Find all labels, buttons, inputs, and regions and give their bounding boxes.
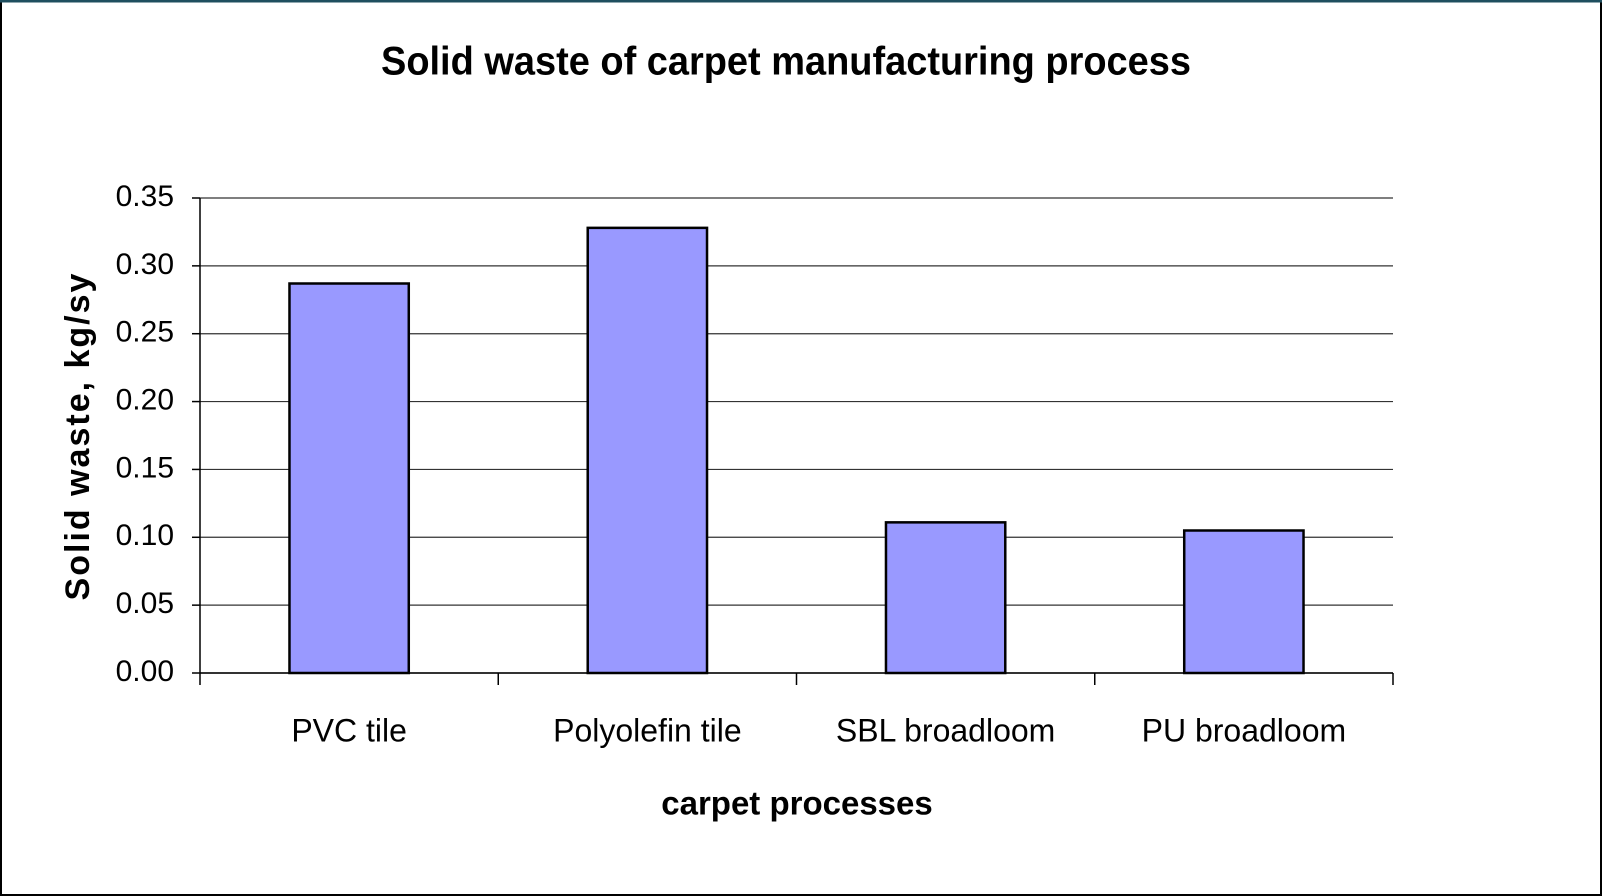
y-tick-label: 0.05 — [116, 587, 174, 620]
y-tick-label: 0.30 — [116, 248, 174, 281]
x-tick-label: PVC tile — [291, 712, 407, 748]
y-tick-label: 0.00 — [116, 655, 174, 688]
bar — [586, 226, 709, 675]
x-tick-label: SBL broadloom — [836, 712, 1055, 748]
bar — [288, 282, 411, 675]
y-tick-label: 0.10 — [116, 519, 174, 552]
y-tick-label: 0.25 — [116, 316, 174, 349]
chart-title: Solid waste of carpet manufacturing proc… — [381, 40, 1191, 84]
x-tick-label: PU broadloom — [1142, 712, 1347, 748]
y-axis-label: Solid waste, kg/sy — [59, 272, 97, 601]
x-tick-label: Polyolefin tile — [553, 712, 742, 748]
bar — [1182, 529, 1305, 675]
bar — [884, 521, 1007, 675]
x-axis-label: carpet processes — [661, 785, 933, 822]
y-tick-label: 0.20 — [116, 383, 174, 416]
y-tick-label: 0.15 — [116, 451, 174, 484]
y-tick-label: 0.35 — [116, 180, 174, 213]
